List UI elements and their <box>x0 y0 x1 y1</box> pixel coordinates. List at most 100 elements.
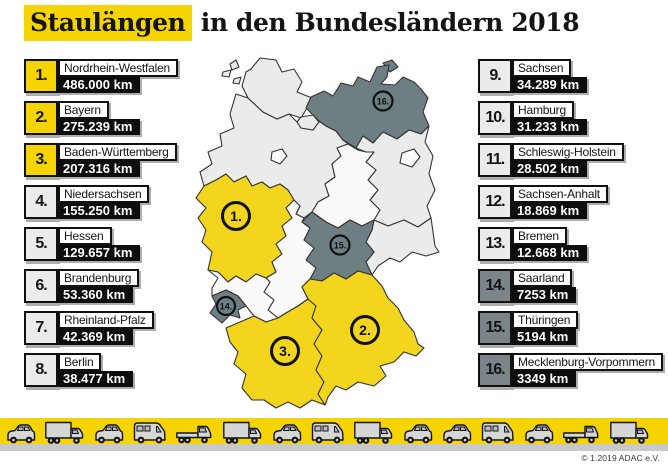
list-item: 14. Saarland 7253 km <box>478 269 663 303</box>
germany-map: 1. 2. 3. 14. 15. 16. <box>190 56 472 416</box>
state-value: 207.316 km <box>58 161 141 177</box>
truck-icon <box>223 421 262 444</box>
list-item: 15. Thüringen 5194 km <box>478 311 663 345</box>
state-value: 18.869 km <box>512 203 588 219</box>
list-item: 12. Sachsen-Anhalt 18.869 km <box>478 185 663 219</box>
map-state-schleswig-holstein <box>241 57 313 120</box>
state-value: 5194 km <box>512 329 577 345</box>
state-name: Niedersachsen <box>58 185 150 203</box>
badge-label: 2. <box>359 322 371 338</box>
car-icon <box>7 424 36 444</box>
ranking-right: 9. Sachsen 34.289 km 10. Hamburg 31.233 km 1… <box>478 59 663 395</box>
state-name: Nordrhein-Westfalen <box>58 59 179 77</box>
flatbed-icon <box>176 425 212 444</box>
rank-number: 15. <box>478 311 512 345</box>
state-name: Bayern <box>58 101 109 119</box>
rank-number: 3. <box>24 143 58 177</box>
state-name: Mecklenburg-Vorpommern <box>512 353 663 371</box>
rank-number: 1. <box>24 59 58 93</box>
camper-icon <box>481 422 514 444</box>
list-item: 10. Hamburg 31.233 km <box>478 101 663 135</box>
map-state-bremen <box>270 148 288 165</box>
state-value: 155.250 km <box>58 203 141 219</box>
state-value: 38.477 km <box>58 371 134 387</box>
title-highlight: Staulängen <box>24 5 193 41</box>
rank-number: 8. <box>24 353 58 387</box>
rank-number: 10. <box>478 101 512 135</box>
car-icon <box>95 424 124 444</box>
truck-icon <box>354 421 393 444</box>
list-item: 8. Berlin 38.477 km <box>24 353 178 387</box>
state-name: Hessen <box>58 227 112 245</box>
badge-label: 16. <box>377 97 390 107</box>
badge-label: 14. <box>220 302 233 312</box>
list-item: 16. Mecklenburg-Vorpommern 3349 km <box>478 353 663 387</box>
map-island <box>229 59 240 71</box>
truck-icon <box>45 421 84 444</box>
ranking-left: 1. Nordrhein-Westfalen 486.000 km 2. Bayern… <box>24 59 179 395</box>
map-state-sachsen <box>365 217 440 276</box>
list-item: 1. Nordrhein-Westfalen 486.000 km <box>24 59 179 93</box>
state-name: Baden-Württemberg <box>58 143 177 161</box>
rank-number: 14. <box>478 269 512 303</box>
rank-number: 7. <box>24 311 58 345</box>
badge-label: 3. <box>279 343 291 359</box>
state-value: 28.502 km <box>512 161 588 177</box>
map-badge-16: 16. <box>372 90 394 112</box>
state-name: Rheinland-Pfalz <box>58 311 154 329</box>
rank-number: 16. <box>478 353 512 387</box>
badge-circle <box>215 295 237 317</box>
list-item: 5. Hessen 129.657 km <box>24 227 178 261</box>
state-value: 3349 km <box>512 371 577 387</box>
map-state-hamburg <box>296 114 320 131</box>
state-value: 34.289 km <box>512 77 588 93</box>
rank-number: 2. <box>24 101 58 135</box>
list-item: 4. Niedersachsen 155.250 km <box>24 185 178 219</box>
badge-circle <box>221 201 251 231</box>
state-name: Sachsen-Anhalt <box>512 185 608 203</box>
state-name: Hamburg <box>512 101 574 119</box>
state-value: 31.233 km <box>512 119 588 135</box>
map-badge-1: 1. <box>221 201 251 231</box>
flatbed-icon <box>563 425 599 444</box>
badge-label: 15. <box>334 241 347 251</box>
car-icon <box>273 424 302 444</box>
list-item: 11. Schleswig-Holstein 28.502 km <box>478 143 663 177</box>
state-name: Thüringen <box>512 311 579 329</box>
map-state-bayern <box>301 270 425 406</box>
rank-number: 12. <box>478 185 512 219</box>
rank-number: 11. <box>478 143 512 177</box>
rank-number: 13. <box>478 227 512 261</box>
state-name: Berlin <box>58 353 102 371</box>
list-item: 3. Baden-Württemberg 207.316 km <box>24 143 178 177</box>
rank-number: 4. <box>24 185 58 219</box>
state-value: 486.000 km <box>58 77 141 93</box>
state-value: 275.239 km <box>58 119 141 135</box>
list-item: 7. Rheinland-Pfalz 42.369 km <box>24 311 178 345</box>
rank-number: 9. <box>478 59 512 93</box>
list-item: 13. Bremen 12.668 km <box>478 227 663 261</box>
state-value: 129.657 km <box>58 245 141 261</box>
state-name: Bremen <box>512 227 567 245</box>
state-value: 12.668 km <box>512 245 588 261</box>
state-name: Brandenburg <box>58 269 140 287</box>
map-badge-14: 14. <box>215 295 237 317</box>
map-badge-3: 3. <box>270 336 300 366</box>
car-icon <box>404 424 433 444</box>
badge-circle <box>350 315 380 345</box>
camper-icon <box>311 422 344 444</box>
badge-label: 1. <box>230 208 242 224</box>
copyright-note: © 1.2019 ADAC e.V. <box>581 453 660 463</box>
badge-circle <box>372 90 394 112</box>
camper-icon <box>133 422 166 444</box>
map-state-saarland <box>209 289 247 324</box>
map-state-mecklenburg-vorpommern <box>305 64 430 149</box>
page-title: Staulängen in den Bundesländern 2018 <box>24 5 580 41</box>
rank-number: 6. <box>24 269 58 303</box>
state-value: 53.360 km <box>58 287 134 303</box>
title-rest: in den Bundesländern 2018 <box>192 8 580 37</box>
state-value: 42.369 km <box>58 329 134 345</box>
state-name: Schleswig-Holstein <box>512 143 624 161</box>
map-badge-15: 15. <box>329 234 351 256</box>
map-badge-2: 2. <box>350 315 380 345</box>
